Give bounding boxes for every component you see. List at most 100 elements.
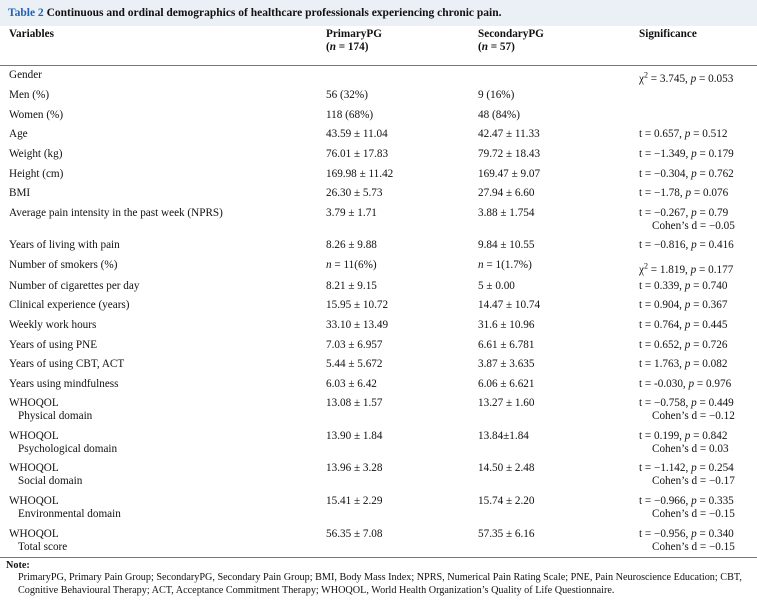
secondary-value: 27.94 ± 6.60 (478, 187, 535, 200)
table-row: Average pain intensity in the past week … (0, 204, 757, 237)
col-primary-n: (n = 174) (326, 41, 369, 53)
cell-variable: Age (0, 125, 317, 145)
cell-primary: 56.35 ± 7.08 (317, 525, 469, 558)
variable-name: WHOQOL (9, 462, 59, 475)
table-title: Continuous and ordinal demographics of h… (46, 7, 502, 19)
secondary-value: 15.74 ± 2.20 (478, 495, 535, 508)
variable-name: Men (%) (9, 89, 50, 102)
significance-value: t = −1.78, p = 0.076 (639, 187, 729, 200)
primary-value: 15.95 ± 10.72 (326, 299, 389, 312)
cell-secondary: 57.35 ± 6.16 (469, 525, 630, 558)
primary-value: 13.90 ± 1.84 (326, 429, 383, 442)
cell-primary: 118 (68%) (317, 106, 469, 126)
cell-primary: 15.95 ± 10.72 (317, 296, 469, 316)
cell-significance: t = -0.030, p = 0.976 (630, 375, 757, 395)
primary-value: 15.41 ± 2.29 (326, 495, 383, 508)
variable-subdomain: Physical domain (18, 410, 93, 423)
variable-name: Weight (kg) (9, 148, 63, 161)
cell-primary: 3.79 ± 1.71 (317, 204, 469, 237)
variable-name: Years of using PNE (9, 338, 98, 351)
significance-value: χ2 = 1.819, p = 0.177 (639, 260, 734, 276)
table-row: WHOQOL Physical domain 13.08 ± 1.57 13.27 ±… (0, 394, 757, 427)
significance-value: t = 0.657, p = 0.512 (639, 128, 728, 141)
cell-primary: 15.41 ± 2.29 (317, 492, 469, 525)
cell-variable: BMI (0, 184, 317, 204)
significance-value: t = −0.956, p = 0.340 (639, 527, 734, 540)
cell-secondary: 3.87 ± 3.635 (469, 355, 630, 375)
primary-value: 76.01 ± 17.83 (326, 148, 389, 161)
cell-primary: 169.98 ± 11.42 (317, 165, 469, 185)
variable-name: WHOQOL (9, 495, 59, 508)
cell-secondary: 13.27 ± 1.60 (469, 394, 630, 427)
cell-primary: 6.03 ± 6.42 (317, 375, 469, 395)
secondary-value: 31.6 ± 10.96 (478, 318, 535, 331)
cell-variable: Years of living with pain (0, 236, 317, 256)
cell-variable: Number of cigarettes per day (0, 277, 317, 297)
primary-value: 13.08 ± 1.57 (326, 397, 383, 410)
table-row: Years of using PNE 7.03 ± 6.957 6.61 ± 6.7… (0, 336, 757, 356)
notes-label: Note: (6, 559, 30, 571)
cell-variable: Gender (0, 65, 317, 86)
table-row: Clinical experience (years) 15.95 ± 10.72… (0, 296, 757, 316)
cell-secondary: 15.74 ± 2.20 (469, 492, 630, 525)
cell-variable: WHOQOL Social domain (0, 459, 317, 492)
cell-secondary: 31.6 ± 10.96 (469, 316, 630, 336)
table-row: Weight (kg) 76.01 ± 17.83 79.72 ± 18.43 t =… (0, 145, 757, 165)
secondary-value: 14.47 ± 10.74 (478, 299, 541, 312)
cell-significance (630, 106, 757, 126)
table-row: BMI 26.30 ± 5.73 27.94 ± 6.60 t = −1.78, p … (0, 184, 757, 204)
cell-significance: t = −0.816, p = 0.416 (630, 236, 757, 256)
cell-secondary: 14.50 ± 2.48 (469, 459, 630, 492)
secondary-value: 48 (84%) (478, 108, 520, 121)
cell-variable: WHOQOL Physical domain (0, 394, 317, 427)
cell-primary: n = 11(6%) (317, 256, 469, 277)
cell-secondary: 169.47 ± 9.07 (469, 165, 630, 185)
cell-significance: t = 0.199, p = 0.842 Cohen’s d = 0.03 (630, 427, 757, 460)
cell-significance: t = 0.764, p = 0.445 (630, 316, 757, 336)
secondary-value: 6.61 ± 6.781 (478, 338, 535, 351)
variable-name: Average pain intensity in the past week … (9, 206, 223, 219)
effect-size: Cohen’s d = −0.15 (652, 508, 735, 521)
notes-text: PrimaryPG, Primary Pain Group; Secondary… (18, 572, 742, 596)
secondary-value: 42.47 ± 11.33 (478, 128, 540, 141)
variable-name: Height (cm) (9, 167, 64, 180)
cell-secondary: 48 (84%) (469, 106, 630, 126)
table-row: Years of using CBT, ACT 5.44 ± 5.672 3.87 … (0, 355, 757, 375)
table-row: WHOQOL Social domain 13.96 ± 3.28 14.50 ± 2… (0, 459, 757, 492)
cell-primary: 8.21 ± 9.15 (317, 277, 469, 297)
primary-value: 118 (68%) (326, 108, 374, 121)
cell-significance: t = −0.758, p = 0.449 Cohen’s d = −0.12 (630, 394, 757, 427)
table-row: WHOQOL Total score 56.35 ± 7.08 57.35 ± 6.1… (0, 525, 757, 558)
cell-secondary (469, 65, 630, 86)
cell-primary: 8.26 ± 9.88 (317, 236, 469, 256)
cell-significance: t = −0.966, p = 0.335 Cohen’s d = −0.15 (630, 492, 757, 525)
cell-significance: t = −0.267, p = 0.79 Cohen’s d = −0.05 (630, 204, 757, 237)
cell-variable: WHOQOL Environmental domain (0, 492, 317, 525)
table-row: WHOQOL Environmental domain 15.41 ± 2.29 15… (0, 492, 757, 525)
cell-significance: t = −0.304, p = 0.762 (630, 165, 757, 185)
secondary-value: 6.06 ± 6.621 (478, 377, 535, 390)
cell-variable: Years of using PNE (0, 336, 317, 356)
effect-size: Cohen’s d = 0.03 (652, 442, 729, 455)
cell-variable: WHOQOL Psychological domain (0, 427, 317, 460)
cell-primary: 7.03 ± 6.957 (317, 336, 469, 356)
table-notes: Note: PrimaryPG, Primary Pain Group; Sec… (0, 558, 757, 597)
cell-variable: Years using mindfulness (0, 375, 317, 395)
variable-subdomain: Psychological domain (18, 442, 118, 455)
secondary-value: 3.87 ± 3.635 (478, 358, 535, 371)
primary-value: 43.59 ± 11.04 (326, 128, 388, 141)
cell-variable: Weekly work hours (0, 316, 317, 336)
primary-value: 8.21 ± 9.15 (326, 279, 377, 292)
cell-secondary: 6.61 ± 6.781 (469, 336, 630, 356)
col-primary: PrimaryPG (n = 174) (326, 28, 382, 53)
cell-secondary: 27.94 ± 6.60 (469, 184, 630, 204)
primary-value: 3.79 ± 1.71 (326, 206, 377, 219)
variable-name: WHOQOL (9, 527, 59, 540)
variable-name: Women (%) (9, 108, 64, 121)
cell-significance: t = −1.349, p = 0.179 (630, 145, 757, 165)
secondary-value: 169.47 ± 9.07 (478, 167, 541, 180)
primary-value: 169.98 ± 11.42 (326, 167, 394, 180)
cell-secondary: 6.06 ± 6.621 (469, 375, 630, 395)
table-row: Men (%) 56 (32%) 9 (16%) (0, 86, 757, 106)
significance-value: t = −0.304, p = 0.762 (639, 167, 734, 180)
